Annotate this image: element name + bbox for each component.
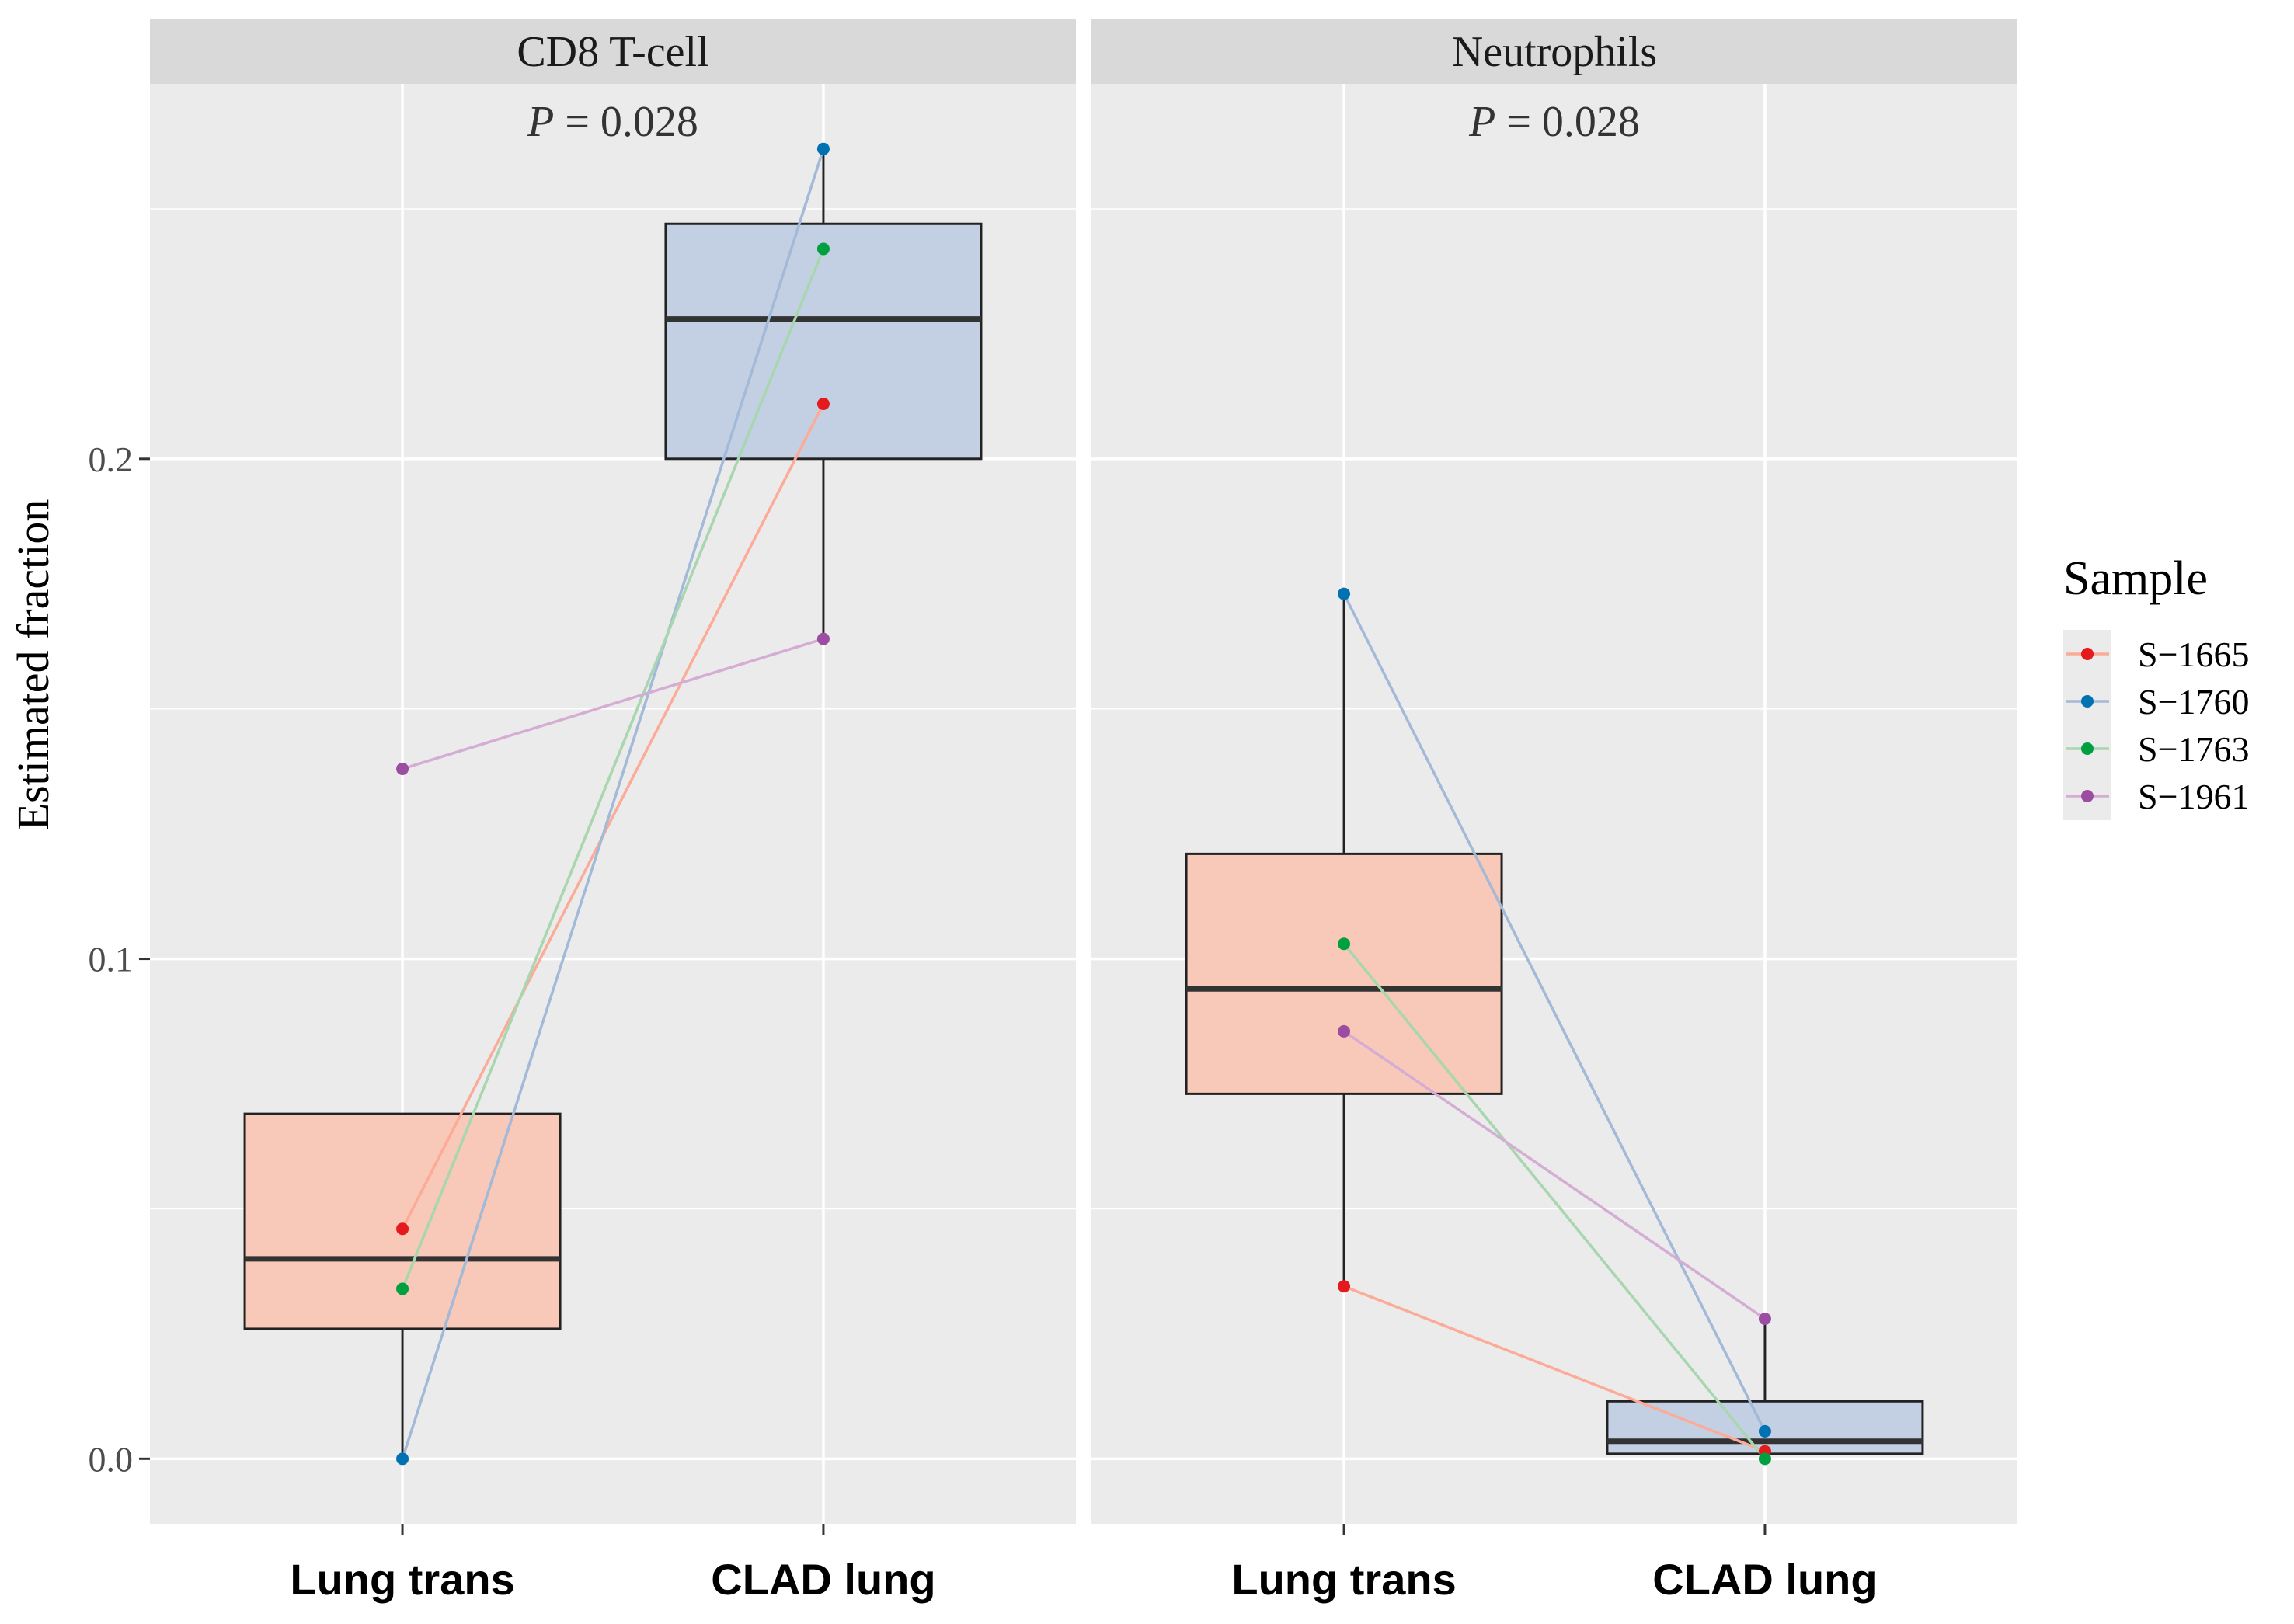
pair-line-s-1665: [401, 403, 825, 1229]
panel-cd8-t-cell: CD8 T-cell P = 0.028 Lung trans CLAD lung: [150, 19, 1076, 1604]
point-s-1665: [396, 1222, 409, 1236]
x-tick-label: Lung trans: [1231, 1555, 1456, 1604]
x-tick-label: CLAD lung: [711, 1555, 935, 1604]
p-symbol: P: [527, 98, 554, 146]
panel-neutrophils: Neutrophils P = 0.028 Lung trans CLAD lung: [1091, 19, 2017, 1604]
pair-line-s-1961: [1343, 1030, 1766, 1320]
facet-title: CD8 T-cell: [517, 28, 708, 76]
y-tick-label: 0.1: [89, 940, 134, 979]
legend-key-point: [2081, 790, 2094, 802]
legend-label-s-1961: S−1961: [2138, 777, 2250, 816]
legend-key-point: [2081, 742, 2094, 755]
legend-key-point: [2081, 648, 2094, 660]
boxplot-lung-trans: [1185, 593, 1503, 1287]
pair-line-s-1763: [1342, 943, 1767, 1460]
pair-line-s-1763: [401, 248, 825, 1290]
box: [1185, 852, 1503, 1095]
point-s-1665: [816, 398, 830, 410]
p-symbol: P: [1468, 98, 1495, 146]
y-tick-label: 0.0: [89, 1439, 134, 1479]
box: [664, 222, 983, 461]
pair-line-s-1760: [1342, 593, 1767, 1432]
facet-strip: [1091, 19, 2017, 84]
pair-line-s-1961: [402, 637, 824, 770]
pair-line-s-1760: [401, 148, 825, 1459]
legend-label-s-1763: S−1763: [2138, 729, 2250, 769]
y-axis: 0.0 0.1 0.2: [89, 440, 150, 1479]
y-axis-title: Estimated fraction: [8, 499, 58, 831]
point-s-1763: [816, 242, 830, 256]
legend-label-s-1760: S−1760: [2138, 682, 2250, 722]
point-s-1961: [396, 762, 409, 775]
box: [243, 1112, 562, 1330]
point-s-1763: [396, 1282, 409, 1295]
point-s-1760: [1338, 587, 1351, 600]
x-tick-label: Lung trans: [290, 1555, 514, 1604]
point-s-1961: [1338, 1024, 1351, 1038]
point-s-1961: [1758, 1313, 1771, 1326]
point-s-1760: [1758, 1424, 1771, 1438]
legend-label-s-1665: S−1665: [2138, 635, 2250, 674]
x-tick-label: CLAD lung: [1652, 1555, 1877, 1604]
point-s-1763: [1338, 937, 1351, 951]
p-value: = 0.028: [1495, 98, 1640, 146]
point-s-1961: [816, 632, 830, 645]
legend: Sample S−1665 S−1760 S−1763 S−1961: [2063, 552, 2250, 820]
point-s-1665: [1338, 1280, 1351, 1293]
point-s-1763: [1758, 1452, 1771, 1466]
legend-items: S−1665 S−1760 S−1763 S−1961: [2063, 630, 2250, 820]
facet-title: Neutrophils: [1452, 28, 1657, 76]
p-value-label: P = 0.028: [1468, 98, 1640, 146]
legend-key-point: [2081, 695, 2094, 708]
facet-strip: [150, 19, 1076, 84]
boxplot-clad-lung: [664, 148, 983, 639]
panel-background: [1091, 84, 2017, 1524]
pair-line-s-1665: [1343, 1285, 1766, 1453]
point-s-1760: [816, 142, 830, 155]
legend-key-background: [2063, 630, 2111, 820]
y-tick-label: 0.2: [89, 440, 134, 479]
p-value: = 0.028: [554, 98, 698, 146]
legend-title: Sample: [2063, 552, 2208, 605]
p-value-label: P = 0.028: [527, 98, 698, 146]
point-s-1760: [396, 1452, 409, 1466]
